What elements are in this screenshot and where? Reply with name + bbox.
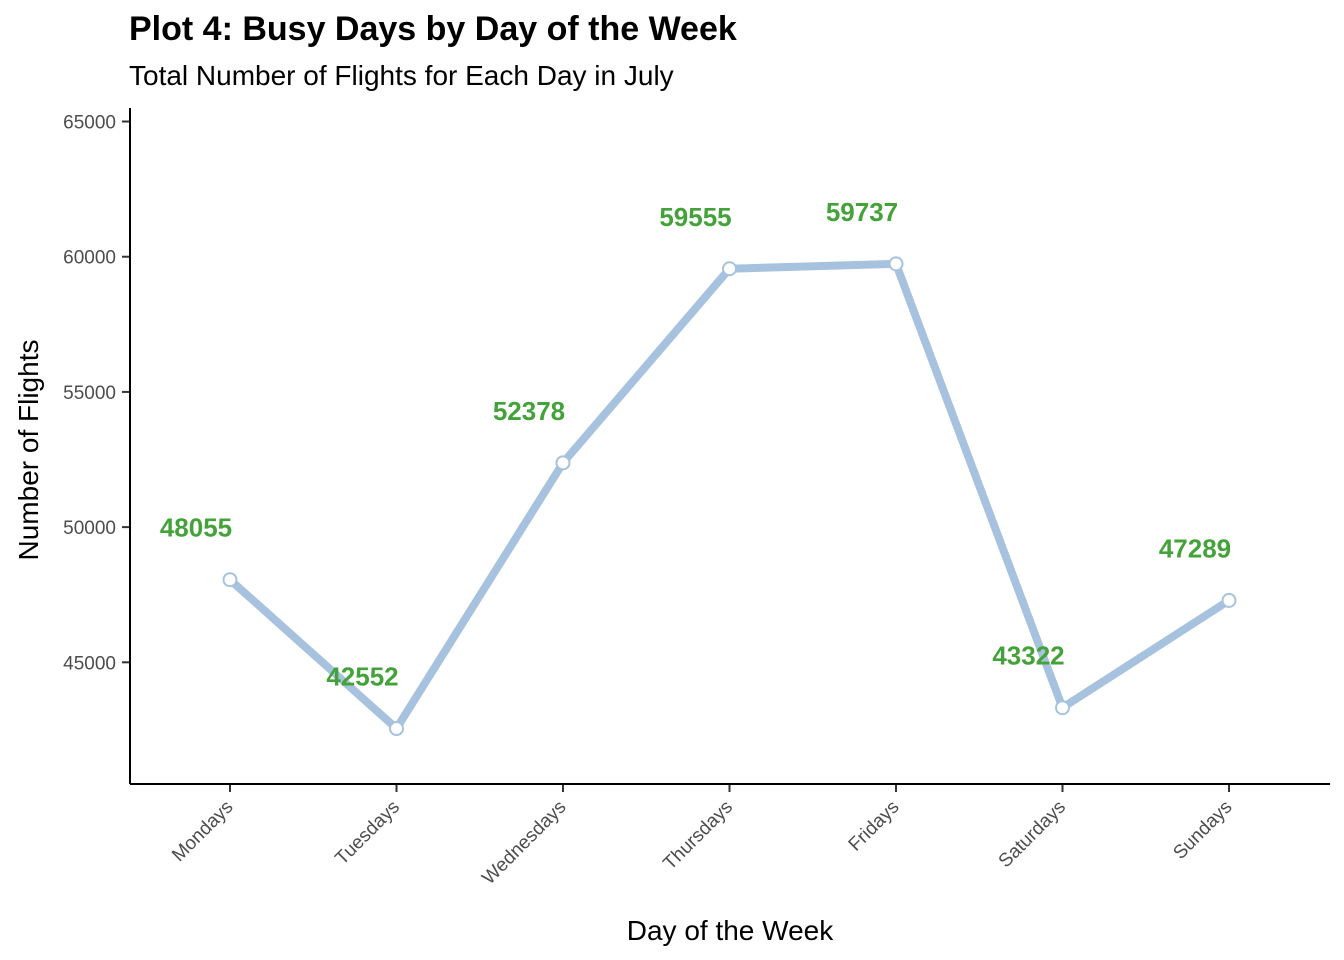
- data-point: [1221, 592, 1237, 608]
- x-tick-label: Fridays: [845, 797, 904, 856]
- y-axis-ticks: 45000 50000 55000 60000 65000: [63, 113, 130, 674]
- data-point: [222, 572, 238, 588]
- series-flights: [222, 256, 1237, 737]
- data-point: [389, 721, 404, 737]
- y-tick-label: 50000: [63, 518, 116, 539]
- x-tick-label: Sundays: [1169, 797, 1236, 864]
- data-point: [888, 256, 904, 272]
- y-tick-label: 60000: [63, 248, 116, 269]
- y-tick-label: 65000: [63, 113, 116, 134]
- x-tick-label: Tuesdays: [331, 797, 404, 870]
- y-axis-title: Number of Flights: [13, 340, 44, 561]
- data-point: [722, 261, 737, 277]
- x-tick-label: Thursdays: [659, 797, 737, 875]
- chart-title: Plot 4: Busy Days by Day of the Week: [129, 10, 737, 48]
- x-tick-label: Mondays: [168, 797, 237, 866]
- data-label: 48055: [160, 513, 232, 543]
- chart-subtitle: Total Number of Flights for Each Day in …: [129, 60, 674, 91]
- data-label: 43322: [992, 641, 1064, 671]
- data-label: 52378: [493, 396, 565, 426]
- y-tick-label: 55000: [63, 383, 116, 404]
- data-label: 47289: [1159, 533, 1231, 563]
- x-axis-ticks: Mondays Tuesdays Wednesdays Thursdays Friday…: [168, 784, 1237, 889]
- data-label: 59555: [659, 202, 731, 232]
- data-point: [555, 455, 571, 471]
- x-tick-label: Wednesdays: [478, 797, 570, 889]
- data-point: [1055, 700, 1070, 716]
- data-label: 59737: [826, 197, 898, 227]
- x-tick-label: Saturdays: [995, 797, 1070, 872]
- series-line: [226, 259, 1233, 733]
- x-axis-title: Day of the Week: [627, 915, 834, 946]
- data-labels: 48055 42552 52378 59555 59737 43322 47289: [160, 197, 1231, 692]
- y-tick-label: 45000: [63, 653, 116, 674]
- data-label: 42552: [326, 662, 398, 692]
